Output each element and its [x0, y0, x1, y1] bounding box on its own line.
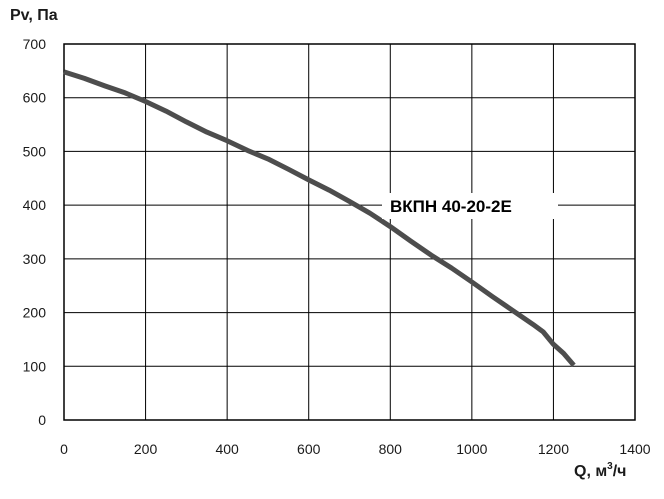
x-tick-label: 800: [379, 441, 403, 457]
x-tick-label: 600: [297, 441, 321, 457]
plot-frame: [63, 43, 636, 421]
series-group: [63, 69, 576, 367]
x-tick-label: 1400: [619, 441, 650, 457]
y-tick-label: 300: [23, 251, 47, 267]
x-axis-title: Q, м3/ч: [574, 461, 626, 480]
x-axis-title-superscript: 3: [607, 461, 613, 472]
x-axis-ticks: 0 200 400 600 800 1000 1200 1400: [60, 441, 651, 457]
y-tick-label: 500: [23, 143, 47, 159]
y-tick-label: 400: [23, 197, 47, 213]
grid-lines: [63, 43, 636, 421]
y-tick-label: 600: [23, 90, 47, 106]
y-tick-label: 700: [23, 36, 47, 52]
y-tick-label: 200: [23, 305, 47, 321]
y-axis-title: Pv, Па: [10, 7, 58, 24]
series-label-background: [382, 193, 558, 219]
series-label: ВКПН 40-20-2Е: [390, 197, 512, 216]
y-tick-label: 100: [23, 358, 47, 374]
y-axis-ticks: 0 100 200 300 400 500 600 700: [23, 36, 47, 428]
x-axis-title-tail: /ч: [613, 463, 627, 480]
series-line: [63, 69, 576, 367]
x-tick-label: 0: [60, 441, 68, 457]
x-axis-title-base: Q, м: [574, 463, 607, 480]
x-tick-label: 1200: [538, 441, 569, 457]
x-tick-label: 1000: [456, 441, 487, 457]
y-tick-label: 0: [38, 412, 46, 428]
x-tick-label: 200: [134, 441, 158, 457]
x-tick-label: 400: [215, 441, 239, 457]
